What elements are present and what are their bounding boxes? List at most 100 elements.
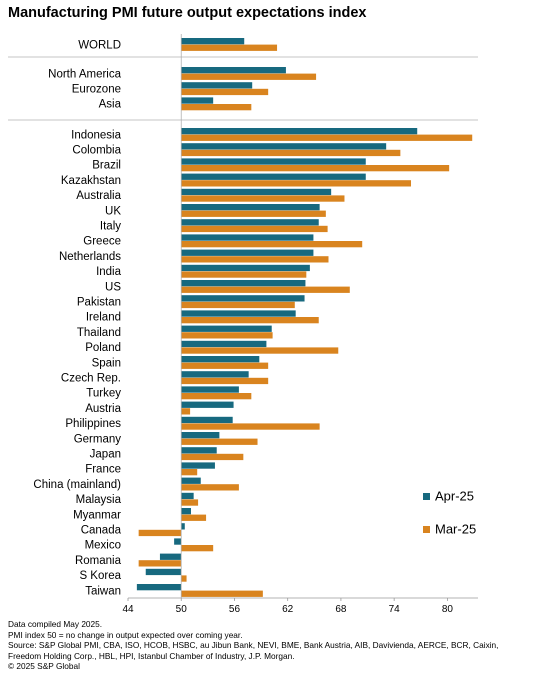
legend-swatch-mar-25 [423,526,430,533]
row-label-myanmar: Myanmar [73,509,121,521]
note-index-definition: PMI index 50 = no change in output expec… [8,629,243,640]
row-label-uk: UK [105,205,121,217]
bar-france-apr-25 [181,462,215,469]
bar-japan-mar-25 [181,453,244,461]
x-tick-label-50: 50 [176,604,188,615]
bar-chart: WORLD North America Eurozone Asia Indonesia C… [8,34,478,615]
bar-mexico-apr-25 [174,538,182,545]
bar-australia-apr-25 [181,188,332,196]
row-label-world: WORLD [78,39,121,51]
bar-netherlands-mar-25 [181,256,329,263]
row-label-spain: Spain [92,357,121,369]
bar-asia-mar-25 [181,104,252,111]
row-label-greece: Greece [83,236,121,248]
legend-label-mar-25: Mar-25 [435,522,476,537]
row-label-japan: Japan [90,449,121,461]
group-separators [8,56,478,121]
x-tick-label-56: 56 [229,604,241,615]
bar-pakistan-mar-25 [181,301,295,309]
bar-czech-rep-mar-25 [181,377,269,385]
row-label-canada: Canada [81,525,122,537]
bar-austria-mar-25 [181,408,191,415]
bar-philippines-mar-25 [181,423,320,430]
bar-india-mar-25 [181,271,307,278]
bar-thailand-mar-25 [181,332,273,339]
bar-uk-mar-25 [181,210,326,217]
legend-swatch-apr-25 [423,493,430,500]
bar-greece-mar-25 [181,241,363,248]
row-label-philippines: Philippines [65,418,121,430]
bar-myanmar-mar-25 [181,514,207,521]
bar-malaysia-apr-25 [181,492,194,500]
bar-world-apr-25 [181,38,245,45]
row-label-india: India [96,266,122,278]
row-label-us: US [105,281,121,293]
row-label-italy: Italy [100,221,121,233]
row-label-china-mainland: China (mainland) [33,479,121,491]
bar-uk-apr-25 [181,204,320,211]
bar-pakistan-apr-25 [181,295,305,302]
bar-philippines-apr-25 [181,416,233,424]
legend: Apr-25 Mar-25 [423,489,476,537]
bar-thailand-apr-25 [181,325,272,332]
x-tick-label-44: 44 [122,604,134,615]
bar-japan-apr-25 [181,447,217,454]
bar-us-mar-25 [181,286,350,293]
bar-eurozone-apr-25 [181,82,253,89]
bar-kazakhstan-mar-25 [181,180,412,187]
row-labels: WORLD North America Eurozone Asia Indonesia C… [33,39,121,597]
bar-poland-mar-25 [181,347,339,354]
bar-romania-mar-25 [138,560,182,567]
bar-germany-mar-25 [181,438,258,445]
row-label-pakistan: Pakistan [77,297,121,309]
bar-myanmar-apr-25 [181,508,191,515]
bar-malaysia-mar-25 [181,499,199,506]
bar-ireland-mar-25 [181,317,319,324]
bar-north-america-apr-25 [181,67,286,74]
bar-spain-apr-25 [181,356,260,363]
bar-brazil-mar-25 [181,165,450,172]
bar-france-mar-25 [181,469,198,476]
bar-spain-mar-25 [181,362,269,369]
bar-indonesia-mar-25 [181,134,473,141]
bar-canada-mar-25 [138,529,182,537]
bars [136,38,473,597]
bar-taiwan-apr-25 [136,584,182,591]
bar-asia-apr-25 [181,97,214,104]
row-label-thailand: Thailand [77,327,121,339]
bar-world-mar-25 [181,44,278,51]
legend-label-apr-25: Apr-25 [435,489,474,504]
bar-brazil-apr-25 [181,158,366,165]
bar-eurozone-mar-25 [181,88,269,96]
bar-north-america-mar-25 [181,73,317,80]
row-label-netherlands: Netherlands [59,251,121,263]
row-label-ireland: Ireland [86,312,121,324]
row-label-australia: Australia [76,190,121,202]
bar-turkey-apr-25 [181,386,239,393]
row-label-s-korea: S Korea [79,570,121,582]
row-label-austria: Austria [85,403,121,415]
row-label-indonesia: Indonesia [71,129,121,141]
x-tick-label-74: 74 [389,604,401,615]
bar-australia-mar-25 [181,195,345,202]
bar-indonesia-apr-25 [181,128,418,135]
row-label-czech-rep: Czech Rep. [61,373,121,385]
bar-austria-apr-25 [181,401,234,408]
bar-india-apr-25 [181,264,310,272]
bar-greece-apr-25 [181,234,314,241]
bar-s-korea-mar-25 [181,575,187,582]
chart-title: Manufacturing PMI future output expectat… [8,5,367,21]
row-label-germany: Germany [74,433,122,445]
row-label-mexico: Mexico [85,540,121,552]
bar-germany-apr-25 [181,432,220,439]
bar-romania-apr-25 [159,553,182,560]
row-label-taiwan: Taiwan [85,585,121,597]
x-tick-label-68: 68 [335,604,347,615]
footnotes: Data compiled May 2025. PMI index 50 = n… [8,619,528,672]
bar-colombia-apr-25 [181,143,387,150]
bar-kazakhstan-apr-25 [181,173,366,180]
bar-china-mainland-mar-25 [181,484,239,491]
bar-colombia-mar-25 [181,149,401,157]
row-label-eurozone: Eurozone [72,84,121,96]
x-tick-label-62: 62 [282,604,294,615]
